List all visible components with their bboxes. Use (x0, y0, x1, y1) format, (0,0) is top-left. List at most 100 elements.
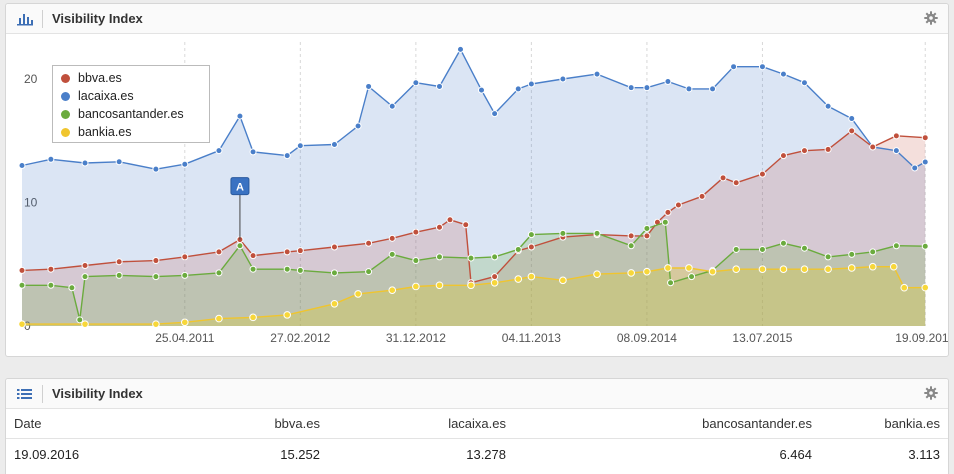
data-point (892, 132, 900, 140)
gear-icon[interactable] (924, 386, 938, 400)
table-panel-title: Visibility Index (52, 386, 143, 401)
data-point (921, 242, 929, 250)
legend-label: bbva.es (78, 71, 122, 85)
y-tick-label: 20 (24, 72, 38, 86)
data-point (412, 79, 420, 87)
data-point (661, 218, 669, 226)
data-point (889, 262, 898, 271)
list-icon (17, 389, 32, 399)
data-point (732, 265, 740, 273)
data-point (758, 170, 766, 178)
data-point (869, 248, 877, 256)
data-point (527, 272, 536, 281)
data-point (921, 134, 929, 142)
column-header-bankia[interactable]: bankia.es (820, 409, 948, 439)
data-point (732, 245, 740, 253)
data-point (688, 273, 696, 281)
data-point (490, 278, 499, 287)
data-point (435, 281, 444, 290)
visibility-table: Date bbva.es lacaixa.es bancosantander.e… (6, 409, 948, 469)
data-point (68, 284, 76, 292)
data-point (527, 231, 535, 239)
chart-panel-title: Visibility Index (52, 11, 143, 26)
data-point (758, 245, 766, 253)
x-tick-label: 31.12.2012 (386, 331, 446, 345)
data-point (730, 63, 738, 71)
data-point (758, 63, 766, 71)
data-point (824, 145, 832, 153)
data-point (685, 85, 693, 93)
data-point (296, 266, 304, 274)
cell-lacaixa: 13.278 (466, 446, 506, 462)
data-point (921, 283, 930, 292)
data-point (296, 247, 304, 255)
data-point (456, 45, 464, 53)
data-point (800, 147, 808, 155)
legend-item[interactable]: bbva.es (61, 69, 209, 87)
column-header-date[interactable]: Date (6, 409, 172, 439)
series-area-bbva-es (22, 130, 926, 326)
cell-bankia: 3.113 (908, 446, 940, 462)
data-point (435, 223, 443, 231)
gear-icon[interactable] (924, 11, 938, 25)
data-point (685, 264, 693, 272)
column-header-bbva[interactable]: bbva.es (172, 409, 328, 439)
data-point (152, 320, 160, 328)
data-point (388, 286, 397, 294)
data-point (249, 265, 257, 273)
data-point (249, 148, 257, 156)
data-point (296, 142, 304, 150)
y-tick-label: 10 (24, 196, 38, 210)
data-point (354, 290, 362, 298)
data-point (514, 275, 523, 283)
legend-item[interactable]: bankia.es (61, 123, 209, 141)
data-point (643, 267, 651, 276)
annotation-label: A (236, 182, 244, 194)
legend-item[interactable]: lacaixa.es (61, 87, 209, 105)
data-point (593, 70, 601, 78)
data-point (354, 122, 362, 130)
annotation-flag (230, 177, 250, 196)
data-point (467, 281, 475, 290)
data-point (365, 239, 373, 247)
x-tick-label: 04.11.2013 (502, 331, 561, 345)
data-point (330, 299, 339, 308)
cell-bancosantander: 6.464 (779, 446, 812, 462)
series-line-bbva-es (21, 130, 926, 284)
chart-legend: bbva.es lacaixa.es bancosantander.es bankia… (52, 65, 210, 143)
data-point (800, 244, 808, 252)
data-point (81, 261, 89, 269)
data-point (559, 75, 567, 83)
data-point (758, 265, 767, 273)
data-point (627, 242, 635, 250)
data-point (115, 258, 123, 266)
x-tick-label: 08.09.2014 (617, 331, 677, 345)
data-point (491, 273, 499, 281)
data-point (514, 245, 522, 253)
data-point (412, 282, 420, 291)
legend-item[interactable]: bancosantander.es (61, 105, 209, 123)
series-area-bancosantander-es (22, 222, 926, 326)
data-point (848, 127, 856, 135)
data-point (921, 158, 929, 166)
data-point (462, 221, 470, 229)
bar-chart-icon (17, 14, 33, 26)
data-point (412, 257, 420, 265)
data-point (152, 273, 160, 281)
data-point (283, 248, 291, 256)
series-area-bankia-es (22, 266, 926, 326)
data-point (412, 228, 420, 236)
data-point (180, 318, 189, 327)
data-point (593, 229, 601, 237)
series-area-lacaixa-es (22, 49, 926, 327)
data-point (643, 232, 651, 240)
data-point (478, 86, 486, 94)
data-point (869, 143, 877, 151)
data-point (514, 85, 522, 93)
data-point (215, 248, 223, 256)
column-header-bancosantander[interactable]: bancosantander.es (514, 409, 820, 439)
data-point (388, 234, 396, 242)
header-separator (42, 385, 43, 403)
data-point (330, 140, 338, 148)
column-header-lacaixa[interactable]: lacaixa.es (328, 409, 514, 439)
